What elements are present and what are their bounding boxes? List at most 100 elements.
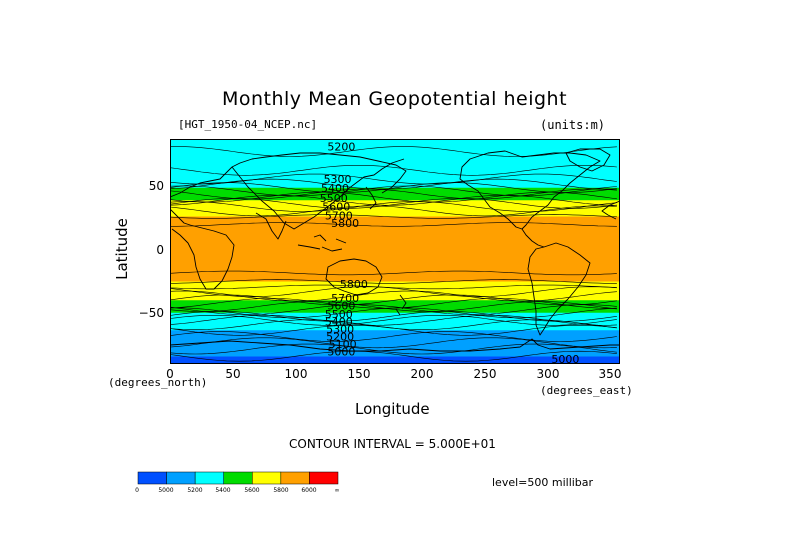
color-band bbox=[170, 261, 620, 264]
japan-coastline bbox=[365, 186, 377, 210]
color-band bbox=[170, 266, 620, 269]
color-band bbox=[170, 260, 620, 262]
asia-coastline bbox=[231, 158, 405, 230]
color-band bbox=[170, 145, 620, 147]
color-band bbox=[170, 177, 620, 180]
color-band bbox=[170, 231, 620, 234]
color-band bbox=[170, 191, 620, 194]
color-band bbox=[170, 149, 620, 151]
greenland-coastline bbox=[565, 148, 611, 172]
color-band bbox=[170, 286, 620, 289]
x-tick-label: 0 bbox=[166, 367, 174, 381]
color-band bbox=[170, 277, 620, 280]
color-band bbox=[170, 216, 620, 219]
color-band bbox=[170, 316, 620, 319]
color-band bbox=[170, 170, 620, 172]
color-band bbox=[170, 305, 620, 307]
color-band bbox=[170, 295, 620, 297]
x-tick-label: 300 bbox=[536, 367, 560, 381]
new-zealand-coastline bbox=[395, 294, 407, 316]
y-tick-label: 50 bbox=[148, 179, 164, 193]
contour-label: 5200 bbox=[326, 331, 354, 344]
contour-line bbox=[170, 343, 617, 355]
contour-line bbox=[170, 270, 617, 276]
contour-line bbox=[170, 222, 617, 227]
contour-label: 5400 bbox=[321, 182, 349, 195]
contour-line bbox=[170, 185, 617, 197]
chart-title: Monthly Mean Geopotential height bbox=[221, 88, 568, 110]
x-tick-label: 100 bbox=[284, 367, 308, 381]
color-band bbox=[170, 151, 620, 154]
color-band bbox=[170, 347, 620, 350]
color-band bbox=[170, 320, 620, 322]
contour-label: 5500 bbox=[325, 308, 353, 321]
contour-line bbox=[170, 315, 617, 326]
color-band bbox=[170, 302, 620, 305]
color-band bbox=[170, 340, 620, 342]
color-band bbox=[170, 202, 620, 205]
contour-line bbox=[170, 315, 617, 326]
color-band bbox=[170, 176, 620, 179]
contour-line bbox=[170, 350, 617, 362]
color-band bbox=[170, 267, 620, 270]
contour-label: 5800 bbox=[331, 217, 359, 230]
colorbar-swatch bbox=[252, 471, 282, 485]
color-band bbox=[170, 142, 620, 145]
contour-label: 5200 bbox=[327, 141, 355, 154]
contour-label: 5400 bbox=[325, 316, 353, 329]
color-band bbox=[170, 147, 620, 150]
color-band bbox=[170, 312, 620, 315]
color-band bbox=[170, 221, 620, 224]
contour-lines bbox=[170, 146, 617, 362]
contour-line bbox=[170, 205, 617, 217]
color-band bbox=[170, 271, 620, 274]
color-band bbox=[170, 331, 620, 334]
colorbar-label: 5000 bbox=[158, 487, 174, 494]
contour-line bbox=[170, 195, 617, 206]
color-bands bbox=[170, 139, 620, 364]
color-band bbox=[170, 359, 620, 361]
color-band bbox=[170, 195, 620, 197]
color-band bbox=[170, 189, 620, 191]
color-band bbox=[170, 159, 620, 161]
contour-label: 5800 bbox=[340, 278, 368, 291]
contour-label: 5600 bbox=[327, 299, 355, 312]
africa-coastline bbox=[170, 200, 620, 290]
contour-line bbox=[170, 178, 617, 190]
color-band bbox=[170, 255, 620, 257]
color-band bbox=[170, 354, 620, 356]
color-band bbox=[170, 155, 620, 157]
color-band bbox=[170, 237, 620, 240]
colorbar-swatch bbox=[137, 471, 167, 485]
color-band bbox=[170, 311, 620, 314]
india-coastline bbox=[255, 212, 287, 240]
color-band bbox=[170, 259, 620, 261]
color-band bbox=[170, 256, 620, 259]
color-band bbox=[170, 205, 620, 207]
x-tick-label: 350 bbox=[598, 367, 622, 381]
color-band bbox=[170, 144, 620, 146]
color-band bbox=[170, 154, 620, 156]
color-band bbox=[170, 200, 620, 202]
contour-line bbox=[170, 191, 617, 203]
contour-line bbox=[170, 279, 617, 284]
contour-label: 5700 bbox=[331, 292, 359, 305]
color-band bbox=[170, 229, 620, 231]
color-band bbox=[170, 251, 620, 254]
color-band bbox=[170, 199, 620, 201]
contour-line bbox=[170, 304, 617, 315]
color-band bbox=[170, 309, 620, 311]
contour-label: 5000 bbox=[551, 353, 579, 364]
color-band bbox=[170, 360, 620, 362]
contour-label: 5300 bbox=[324, 173, 352, 186]
contour-line bbox=[170, 301, 617, 312]
color-band bbox=[170, 326, 620, 329]
color-band bbox=[170, 315, 620, 317]
color-band bbox=[170, 254, 620, 256]
color-band bbox=[170, 214, 620, 216]
color-band bbox=[170, 269, 620, 271]
color-band bbox=[170, 341, 620, 344]
color-band bbox=[170, 179, 620, 181]
colorbar-label: 0 bbox=[135, 487, 139, 494]
x-tick-label: 250 bbox=[473, 367, 497, 381]
